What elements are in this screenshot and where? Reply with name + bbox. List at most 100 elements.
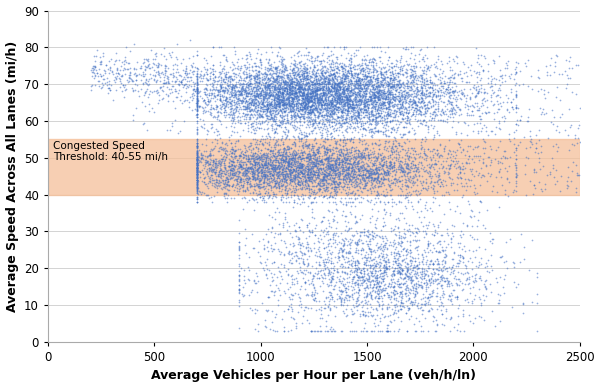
Point — [325, 81, 334, 87]
Point — [192, 169, 202, 175]
Point — [331, 80, 340, 87]
Point — [265, 100, 275, 107]
Point — [236, 163, 246, 170]
Point — [343, 110, 353, 116]
Point — [377, 102, 387, 108]
Point — [206, 172, 216, 178]
Point — [368, 101, 377, 107]
Point — [245, 159, 254, 166]
Point — [382, 322, 392, 328]
Point — [292, 80, 302, 87]
Point — [255, 111, 265, 117]
Point — [363, 254, 373, 260]
Point — [325, 73, 334, 79]
Point — [266, 92, 275, 99]
Point — [335, 87, 344, 93]
Point — [389, 249, 399, 256]
Point — [417, 75, 427, 81]
Point — [393, 283, 403, 289]
Point — [345, 103, 355, 109]
Point — [269, 193, 278, 199]
Point — [380, 99, 390, 105]
Point — [296, 62, 306, 69]
Point — [364, 172, 374, 178]
Point — [283, 100, 292, 107]
Point — [339, 102, 349, 109]
Point — [372, 99, 382, 105]
Point — [331, 69, 340, 75]
Point — [233, 191, 243, 197]
Point — [321, 112, 331, 118]
Point — [192, 177, 202, 183]
Point — [335, 165, 345, 171]
Point — [277, 97, 287, 103]
Point — [296, 114, 305, 120]
Point — [279, 264, 289, 270]
Point — [307, 186, 316, 192]
Point — [299, 165, 308, 171]
Point — [354, 182, 364, 189]
Point — [343, 192, 352, 198]
Point — [312, 81, 322, 87]
Point — [361, 82, 371, 88]
Point — [393, 151, 403, 157]
Point — [110, 58, 119, 64]
Point — [269, 89, 278, 95]
Point — [377, 61, 387, 67]
Point — [272, 84, 282, 90]
Point — [390, 111, 400, 118]
Point — [476, 302, 485, 308]
Point — [199, 97, 209, 103]
Point — [292, 278, 301, 284]
Point — [246, 166, 256, 172]
Point — [327, 167, 337, 173]
Point — [329, 78, 339, 84]
Point — [286, 182, 296, 188]
Point — [337, 247, 347, 253]
Point — [97, 57, 106, 64]
Point — [454, 141, 464, 147]
Point — [278, 93, 288, 99]
Point — [258, 89, 268, 95]
Point — [297, 72, 307, 78]
Point — [355, 85, 365, 92]
Point — [359, 101, 369, 107]
Point — [340, 172, 349, 178]
Point — [259, 103, 268, 109]
Point — [383, 98, 392, 104]
Point — [400, 176, 409, 182]
Point — [313, 95, 323, 101]
Point — [299, 170, 308, 176]
Point — [319, 69, 329, 75]
Point — [349, 173, 359, 180]
Point — [340, 98, 349, 104]
Point — [279, 288, 289, 294]
Point — [370, 121, 379, 127]
Point — [454, 71, 463, 78]
Point — [371, 263, 381, 269]
Point — [424, 170, 433, 176]
Point — [311, 72, 320, 78]
Point — [363, 285, 373, 291]
Point — [422, 101, 431, 107]
Point — [281, 79, 290, 85]
Point — [430, 190, 439, 196]
Point — [352, 187, 362, 193]
Point — [376, 90, 385, 97]
Point — [258, 76, 268, 82]
Point — [364, 245, 374, 251]
Point — [265, 88, 275, 94]
Point — [329, 260, 338, 266]
Point — [494, 120, 504, 126]
Point — [442, 182, 451, 188]
Point — [402, 85, 412, 91]
Point — [268, 167, 277, 173]
Point — [283, 227, 292, 233]
Point — [389, 176, 399, 182]
Point — [410, 168, 419, 174]
Point — [283, 120, 292, 126]
Point — [329, 178, 339, 185]
Point — [287, 157, 297, 163]
Point — [292, 90, 301, 96]
Point — [192, 175, 202, 181]
